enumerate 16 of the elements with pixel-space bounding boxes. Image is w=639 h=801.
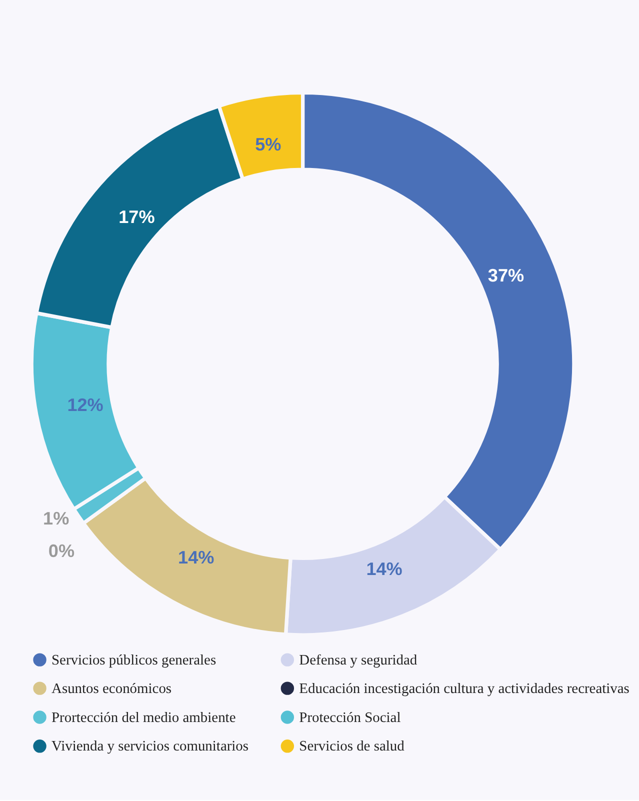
legend-label: Prortección del medio ambiente <box>52 710 236 726</box>
data-label: 14% <box>366 559 402 580</box>
data-label: 37% <box>488 265 524 286</box>
data-label: 1% <box>43 508 70 528</box>
legend-label: Protección Social <box>299 710 401 726</box>
legend-label: Defensa y seguridad <box>299 652 418 668</box>
data-label: 5% <box>255 134 282 155</box>
legend-label: Vivienda y servicios comunitarios <box>52 738 249 755</box>
data-label: 12% <box>67 394 104 415</box>
legend-label: Servicios de salud <box>299 738 406 755</box>
legend-label: Educación incestigación cultura y actividades recreativas <box>299 680 630 697</box>
legend-label: Servicios públicos generales <box>52 652 216 668</box>
legend-label: Asuntos económicos <box>52 680 172 697</box>
data-label: 14% <box>178 547 214 568</box>
text: 0% <box>48 541 75 562</box>
data-label: 17% <box>118 206 155 227</box>
